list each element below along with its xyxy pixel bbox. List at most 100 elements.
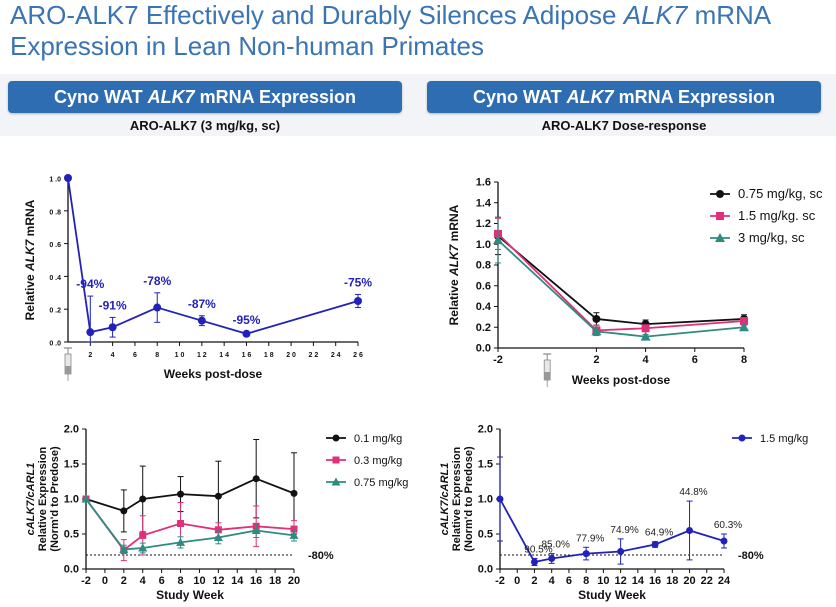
series-line (85, 498, 295, 552)
x-tick-label: 20 (288, 575, 300, 587)
x-tick-label: -2 (81, 575, 91, 587)
data-point (530, 558, 538, 566)
chart-bottom-right: 0.00.51.01.52.0-2 0 2 4 6 8 10 12 14 16 18 20 22 24St… (439, 424, 808, 603)
reference-line-label: -80% (738, 550, 764, 562)
data-point (213, 533, 223, 541)
title-gene: ALK7 (623, 0, 688, 30)
y-tick-label: 1.0 (64, 494, 79, 506)
x-tick-label: 0 (514, 575, 520, 587)
data-point (153, 303, 162, 312)
y-axis-label-gene: ALK7 (447, 243, 461, 277)
data-point (139, 531, 147, 539)
y-tick-label: 0.0 (64, 564, 79, 576)
data-point (177, 520, 185, 527)
title-text-end: mRNA (687, 0, 772, 30)
data-point (582, 550, 590, 558)
legend-label: 3 mg/kg, sc (738, 230, 805, 245)
y-tick-label: 0 .6 (49, 242, 61, 249)
data-point (108, 323, 117, 332)
data-point (120, 507, 128, 515)
data-point (332, 434, 340, 442)
x-tick-label: 22 (701, 575, 713, 587)
y-tick-label: 0.4 (476, 301, 492, 313)
x-tick-label: 16 (250, 575, 262, 587)
legend-label: 0.75 mg/kg (354, 477, 408, 489)
x-tick-label: 8 (741, 354, 747, 366)
y-tick-label: 0 .4 (49, 275, 61, 282)
x-tick-label: -2 (495, 575, 505, 587)
y-tick-label: 0 .0 (49, 341, 61, 348)
y-axis-label: cALK7/cARL1 (25, 463, 37, 536)
y-axis-label-part: Relative (23, 271, 37, 320)
x-tick-label: 14 (231, 575, 244, 587)
x-axis-label: Study Week (156, 588, 224, 602)
data-point (640, 331, 651, 341)
y-axis-label: Relative ALK7 mRNA (447, 204, 461, 325)
x-tick-label: 24 (718, 575, 731, 587)
x-tick-label: 4 (643, 354, 650, 366)
x-tick-label: 12 (614, 575, 626, 587)
x-tick-label: 8 (155, 352, 159, 359)
x-tick-label: 2 (88, 352, 92, 359)
data-point (740, 317, 748, 326)
data-point (548, 555, 556, 562)
data-label: -94% (76, 277, 104, 291)
header-text-end: mRNA Expression (194, 87, 357, 107)
x-tick-label: 6 (566, 575, 572, 587)
header-gene: ALK7 (566, 87, 614, 107)
data-point (176, 537, 186, 546)
series-line (497, 235, 745, 326)
data-point (738, 434, 746, 442)
header-text: Cyno WAT (472, 87, 567, 107)
x-tick-label: 12 (212, 575, 224, 587)
y-tick-label: 0.0 (478, 564, 493, 576)
y-tick-label: 1.0 (476, 239, 491, 251)
y-axis-label: Relative Expression (451, 446, 463, 551)
reference-line-label: -80% (308, 550, 334, 562)
syringe-fill (65, 366, 71, 374)
data-point (252, 475, 260, 483)
data-label: 90.5% (524, 545, 552, 556)
syringe-icon (64, 347, 72, 381)
x-tick-label: 2 (593, 354, 599, 366)
legend-label: 0.3 mg/kg (354, 455, 402, 467)
data-label: -87% (188, 297, 216, 311)
header-text: Cyno WAT (53, 87, 148, 107)
y-tick-label: 1.2 (476, 218, 491, 230)
data-point (354, 297, 362, 305)
x-tick-label: 6 (133, 352, 137, 359)
series-line (85, 477, 295, 512)
series-line (497, 239, 745, 338)
data-point (496, 495, 504, 503)
legend-label: 1.5 mg/kg. sc (738, 208, 816, 223)
x-tick-label: 1 6 (242, 352, 252, 359)
data-point (289, 530, 299, 539)
data-label: 85.0% (542, 540, 570, 551)
syringe-icon (543, 353, 552, 387)
legend-label: 0.75 mg/kg, sc (738, 186, 823, 201)
data-point (592, 314, 601, 323)
data-point (214, 492, 222, 500)
x-tick-label: 1 4 (219, 352, 229, 359)
data-label: 64.9% (645, 528, 673, 539)
y-axis-label-part: mRNA (23, 199, 37, 239)
x-tick-label: 6 (159, 575, 165, 587)
y-tick-label: 2.0 (64, 424, 79, 436)
y-axis-label-gene: ALK7 (23, 238, 37, 272)
syringe-fill (544, 372, 551, 380)
x-tick-label: 1 8 (264, 352, 274, 359)
x-tick-label: 20 (683, 575, 695, 587)
series-line (497, 233, 745, 332)
y-tick-label: 0 .2 (49, 308, 61, 315)
data-point (716, 190, 724, 198)
y-axis-label: Relative ALK7 mRNA (23, 199, 37, 320)
legend-label: 0.1 mg/kg (354, 433, 402, 445)
chart-bottom-left: 0.0 0.5 1.0 1.5 2.0 -2 0 2 4 6 8 10 12 14 16 18 20 Study … (25, 424, 408, 603)
data-label: 60.3% (714, 520, 742, 531)
data-point (290, 489, 298, 497)
data-point (739, 322, 749, 332)
y-tick-label: 2.0 (478, 424, 493, 436)
data-point (64, 174, 72, 182)
x-tick-label: 14 (632, 575, 645, 587)
data-point (715, 233, 725, 242)
